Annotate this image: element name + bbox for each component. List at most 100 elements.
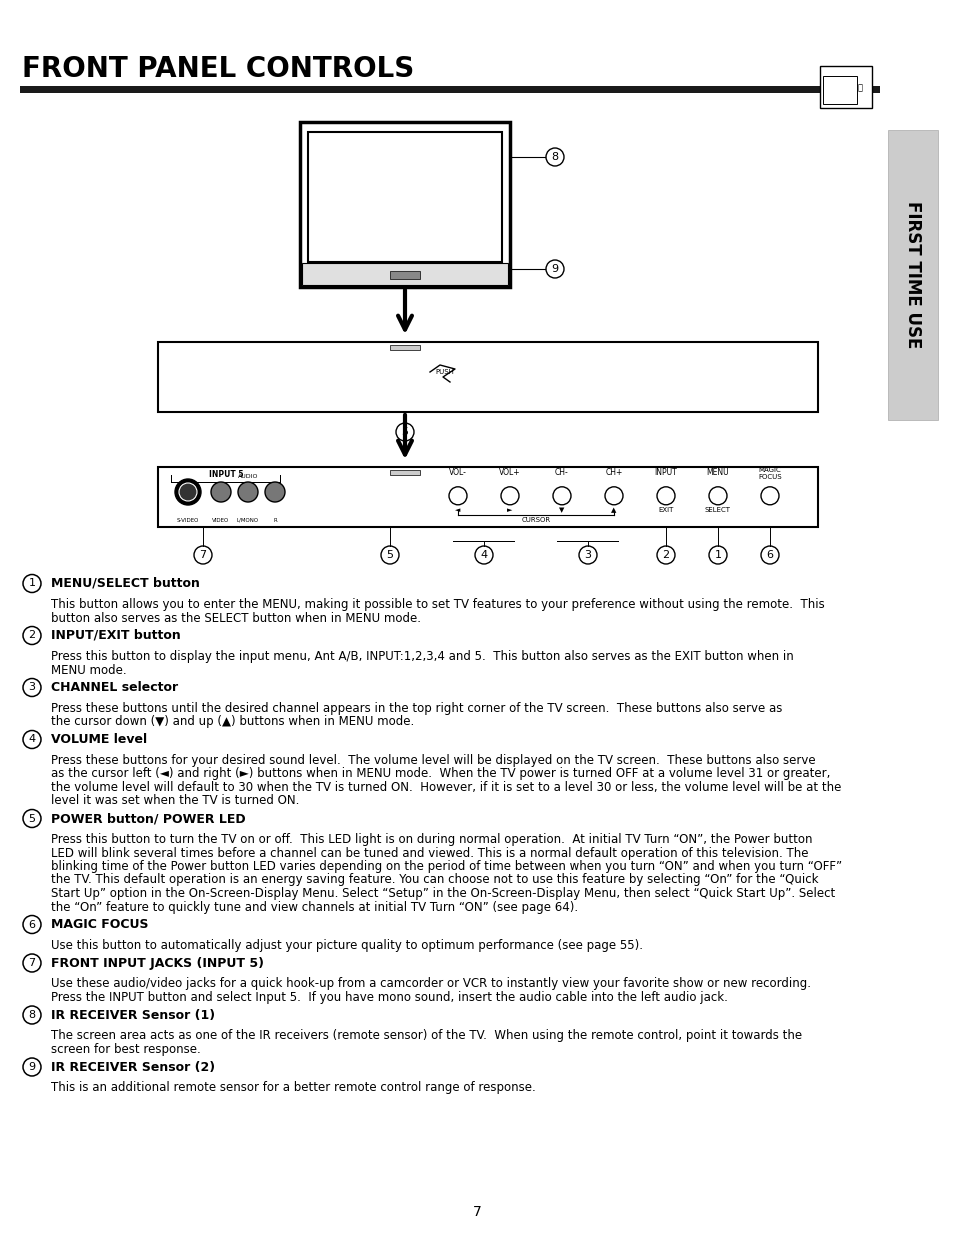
- Text: the TV. This default operation is an energy saving feature. You can choose not t: the TV. This default operation is an ene…: [51, 873, 818, 887]
- Text: R: R: [273, 517, 276, 522]
- Text: MENU: MENU: [706, 468, 728, 477]
- Circle shape: [578, 546, 597, 564]
- Circle shape: [760, 487, 779, 505]
- Circle shape: [23, 809, 41, 827]
- Circle shape: [604, 487, 622, 505]
- Text: CH+: CH+: [604, 468, 622, 477]
- Circle shape: [179, 483, 196, 501]
- FancyBboxPatch shape: [158, 467, 817, 527]
- Circle shape: [545, 148, 563, 165]
- Circle shape: [23, 678, 41, 697]
- Circle shape: [23, 730, 41, 748]
- Circle shape: [657, 546, 675, 564]
- Text: L/MONO: L/MONO: [236, 517, 259, 522]
- Text: FRONT PANEL CONTROLS: FRONT PANEL CONTROLS: [22, 56, 414, 83]
- Text: FIRST TIME USE: FIRST TIME USE: [903, 201, 921, 348]
- Text: blinking time of the Power button LED varies depending on the period of time bet: blinking time of the Power button LED va…: [51, 860, 841, 873]
- Text: 9: 9: [551, 264, 558, 274]
- Text: ▲: ▲: [611, 506, 616, 513]
- Text: CH-: CH-: [555, 468, 568, 477]
- Text: 7: 7: [199, 550, 207, 559]
- Text: the “On” feature to quickly tune and view channels at initial TV Turn “ON” (see : the “On” feature to quickly tune and vie…: [51, 900, 578, 914]
- Text: MAGIC: MAGIC: [758, 467, 781, 473]
- Text: 7: 7: [29, 958, 35, 968]
- FancyBboxPatch shape: [308, 132, 501, 262]
- Text: 2: 2: [29, 631, 35, 641]
- Text: the volume level will default to 30 when the TV is turned ON.  However, if it is: the volume level will default to 30 when…: [51, 781, 841, 794]
- FancyBboxPatch shape: [280, 475, 281, 483]
- Text: 🖥: 🖥: [857, 84, 862, 93]
- Text: ◄: ◄: [455, 506, 460, 513]
- Text: CURSOR: CURSOR: [521, 516, 550, 522]
- Circle shape: [237, 482, 257, 501]
- Text: ►: ►: [507, 506, 512, 513]
- Text: 1: 1: [29, 578, 35, 589]
- Text: 4: 4: [480, 550, 487, 559]
- Text: VOL-: VOL-: [449, 468, 466, 477]
- Text: IR RECEIVER Sensor (1): IR RECEIVER Sensor (1): [51, 1009, 214, 1021]
- Circle shape: [380, 546, 398, 564]
- Text: 5: 5: [386, 550, 393, 559]
- Text: Start Up” option in the On-Screen-Display Menu. Select “Setup” in the On-Screen-: Start Up” option in the On-Screen-Displa…: [51, 887, 835, 900]
- Text: POWER button/ POWER LED: POWER button/ POWER LED: [51, 811, 245, 825]
- Text: Use these audio/video jacks for a quick hook-up from a camcorder or VCR to insta: Use these audio/video jacks for a quick …: [51, 977, 810, 990]
- Text: 5: 5: [29, 814, 35, 824]
- Text: SELECT: SELECT: [704, 506, 730, 513]
- FancyBboxPatch shape: [390, 345, 419, 350]
- Text: 6: 6: [765, 550, 773, 559]
- Circle shape: [23, 1007, 41, 1024]
- Text: 8: 8: [551, 152, 558, 162]
- Text: Press these buttons until the desired channel appears in the top right corner of: Press these buttons until the desired ch…: [51, 701, 781, 715]
- Text: Press the INPUT button and select Input 5.  If you have mono sound, insert the a: Press the INPUT button and select Input …: [51, 990, 727, 1004]
- Text: Use this button to automatically adjust your picture quality to optimum performa: Use this button to automatically adjust …: [51, 939, 642, 952]
- Circle shape: [708, 487, 726, 505]
- Text: 5: 5: [401, 427, 408, 437]
- Text: the cursor down (▼) and up (▲) buttons when in MENU mode.: the cursor down (▼) and up (▲) buttons w…: [51, 715, 414, 729]
- Text: 1: 1: [714, 550, 720, 559]
- Text: 7: 7: [472, 1205, 481, 1219]
- FancyBboxPatch shape: [390, 471, 419, 475]
- Text: IR RECEIVER Sensor (2): IR RECEIVER Sensor (2): [51, 1061, 214, 1073]
- Circle shape: [475, 546, 493, 564]
- Text: S-VIDEO: S-VIDEO: [176, 517, 199, 522]
- FancyBboxPatch shape: [820, 65, 871, 107]
- Text: screen for best response.: screen for best response.: [51, 1044, 200, 1056]
- Text: 8: 8: [29, 1010, 35, 1020]
- FancyBboxPatch shape: [158, 342, 817, 412]
- Circle shape: [500, 487, 518, 505]
- Text: PUSH: PUSH: [436, 369, 454, 375]
- FancyBboxPatch shape: [302, 263, 507, 285]
- Circle shape: [211, 482, 231, 501]
- Circle shape: [23, 953, 41, 972]
- Text: Press this button to turn the TV on or off.  This LED light is on during normal : Press this button to turn the TV on or o…: [51, 832, 812, 846]
- Text: The screen area acts as one of the IR receivers (remote sensor) of the TV.  When: The screen area acts as one of the IR re…: [51, 1030, 801, 1042]
- Circle shape: [657, 487, 675, 505]
- Text: This button allows you to enter the MENU, making it possible to set TV features : This button allows you to enter the MENU…: [51, 598, 824, 611]
- Circle shape: [265, 482, 285, 501]
- FancyBboxPatch shape: [20, 86, 879, 93]
- Text: 3: 3: [29, 683, 35, 693]
- Circle shape: [545, 261, 563, 278]
- Text: 2: 2: [661, 550, 669, 559]
- Circle shape: [23, 1058, 41, 1076]
- FancyBboxPatch shape: [887, 130, 937, 420]
- Circle shape: [553, 487, 571, 505]
- Circle shape: [23, 574, 41, 593]
- Text: 9: 9: [29, 1062, 35, 1072]
- Text: MENU mode.: MENU mode.: [51, 663, 127, 677]
- Text: MENU/SELECT button: MENU/SELECT button: [51, 577, 200, 590]
- Text: MAGIC FOCUS: MAGIC FOCUS: [51, 918, 149, 931]
- Circle shape: [708, 546, 726, 564]
- Text: 3: 3: [584, 550, 591, 559]
- Text: EXIT: EXIT: [658, 506, 673, 513]
- Circle shape: [395, 424, 414, 441]
- Text: VIDEO: VIDEO: [213, 517, 230, 522]
- Circle shape: [23, 915, 41, 934]
- Text: FRONT INPUT JACKS (INPUT 5): FRONT INPUT JACKS (INPUT 5): [51, 956, 264, 969]
- Text: VOL+: VOL+: [498, 468, 520, 477]
- Text: 6: 6: [29, 920, 35, 930]
- Text: button also serves as the SELECT button when in MENU mode.: button also serves as the SELECT button …: [51, 611, 420, 625]
- Text: ▼: ▼: [558, 506, 564, 513]
- Text: LED will blink several times before a channel can be tuned and viewed. This is a: LED will blink several times before a ch…: [51, 846, 807, 860]
- FancyBboxPatch shape: [299, 122, 510, 287]
